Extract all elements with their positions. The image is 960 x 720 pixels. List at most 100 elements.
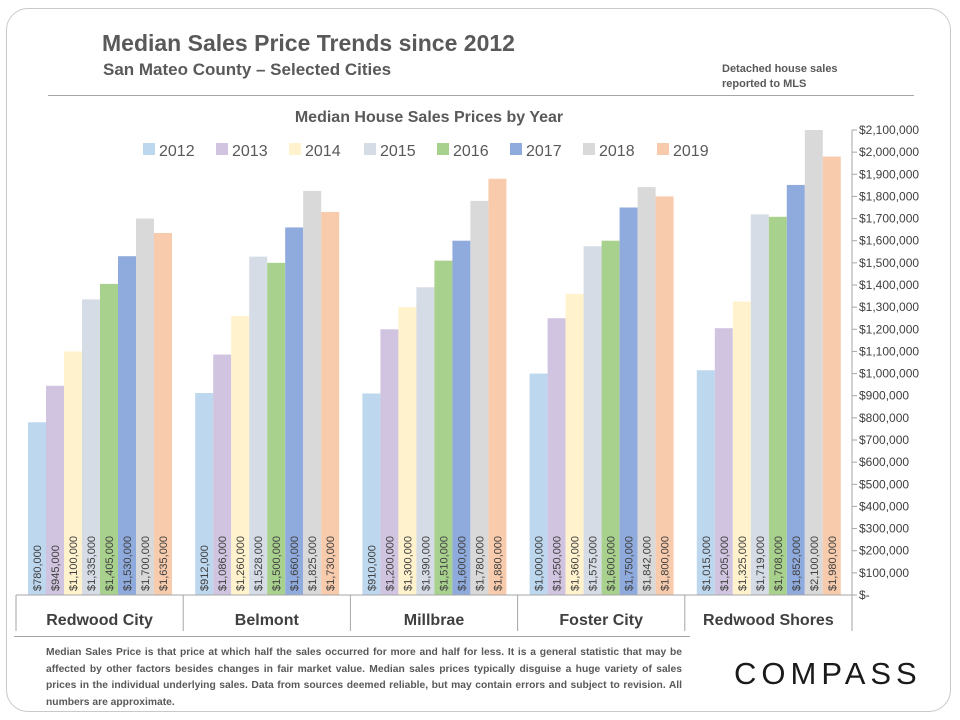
bar-belmont-2014 xyxy=(231,316,250,595)
x-category-label: Belmont xyxy=(235,612,300,629)
legend-swatch-2014 xyxy=(289,143,301,155)
data-label: $1,300,000 xyxy=(402,536,414,591)
footnote: Median Sales Price is that price at whic… xyxy=(46,647,682,708)
y-tick-label: $1,400,000 xyxy=(859,278,919,292)
data-label: $1,660,000 xyxy=(289,536,301,591)
y-tick-label: $1,900,000 xyxy=(859,167,919,181)
data-label: $1,980,000 xyxy=(827,536,839,591)
bar-belmont-2017 xyxy=(285,227,304,595)
legend-label-2014: 2014 xyxy=(305,143,341,160)
data-label: $1,880,000 xyxy=(492,536,504,591)
y-tick-label: $400,000 xyxy=(859,499,909,513)
data-label: $910,000 xyxy=(366,545,378,591)
legend-label-2018: 2018 xyxy=(599,143,635,160)
bar-redwood-city-2016 xyxy=(100,283,118,595)
legend-swatch-2015 xyxy=(364,143,376,155)
chart-title: Median House Sales Prices by Year xyxy=(295,109,563,126)
data-label: $1,575,000 xyxy=(588,536,600,591)
y-tick-label: $1,100,000 xyxy=(859,344,919,358)
data-label: $1,635,000 xyxy=(158,536,170,591)
data-label: $2,100,000 xyxy=(809,536,821,591)
data-label: $1,100,000 xyxy=(68,536,80,591)
source-note-line-2: reported to MLS xyxy=(722,78,807,90)
source-note: Detached house sales reported to MLS xyxy=(722,62,892,92)
bar-belmont-2019 xyxy=(321,211,340,595)
bar-redwood-city-2012 xyxy=(28,422,46,595)
bar-belmont-2013 xyxy=(213,354,232,595)
bar-millbrae-2017 xyxy=(452,240,471,595)
bar-belmont-2015 xyxy=(249,256,268,595)
legend-swatch-2013 xyxy=(216,143,228,155)
bar-millbrae-2015 xyxy=(416,287,435,595)
data-label: $1,500,000 xyxy=(271,536,283,591)
chart-bars: $780,000 $945,000 $1,100,000 $1,335,000 $1,4… xyxy=(28,130,841,596)
bar-foster-city-2014 xyxy=(565,293,584,595)
y-tick-label: $- xyxy=(859,588,870,602)
compass-logo: COMPASS xyxy=(734,656,922,691)
data-label: $1,825,000 xyxy=(307,536,319,591)
y-tick-label: $100,000 xyxy=(859,566,909,580)
y-tick-label: $1,700,000 xyxy=(859,212,919,226)
data-label: $1,205,000 xyxy=(719,536,731,591)
y-tick-label: $2,000,000 xyxy=(859,145,919,159)
bar-millbrae-2019 xyxy=(488,178,507,595)
data-label: $1,000,000 xyxy=(534,536,546,591)
bar-redwood-city-2013 xyxy=(46,385,64,595)
bar-belmont-2016 xyxy=(267,262,286,595)
y-tick-label: $2,100,000 xyxy=(859,123,919,137)
bar-redwood-shores-2019 xyxy=(822,156,841,596)
y-tick-label: $600,000 xyxy=(859,455,909,469)
bar-redwood-city-2019 xyxy=(154,232,172,595)
data-label: $1,086,000 xyxy=(217,536,229,591)
bar-foster-city-2015 xyxy=(583,246,602,595)
data-label: $1,780,000 xyxy=(474,536,486,591)
bar-redwood-city-2018 xyxy=(136,218,154,596)
bar-foster-city-2018 xyxy=(637,187,656,595)
data-label: $1,200,000 xyxy=(384,536,396,591)
y-tick-label: $1,200,000 xyxy=(859,322,919,336)
data-label: $1,750,000 xyxy=(624,536,636,591)
y-tick-label: $1,600,000 xyxy=(859,234,919,248)
legend-label-2013: 2013 xyxy=(232,143,268,160)
x-category-label: Millbrae xyxy=(404,612,465,629)
bar-redwood-city-2017 xyxy=(118,256,136,595)
y-tick-label: $900,000 xyxy=(859,389,909,403)
bar-foster-city-2012 xyxy=(529,373,548,595)
legend-swatch-2016 xyxy=(437,143,449,155)
bar-millbrae-2013 xyxy=(380,329,399,595)
data-label: $1,842,000 xyxy=(642,536,654,591)
y-tick-label: $500,000 xyxy=(859,477,909,491)
data-label: $1,325,000 xyxy=(737,536,749,591)
y-tick-label: $1,000,000 xyxy=(859,367,919,381)
data-label: $945,000 xyxy=(50,545,62,591)
bar-redwood-shores-2018 xyxy=(804,130,823,595)
bar-redwood-shores-2015 xyxy=(750,214,769,595)
bar-belmont-2018 xyxy=(303,190,322,595)
bar-millbrae-2014 xyxy=(398,307,417,595)
bar-millbrae-2012 xyxy=(362,393,381,595)
data-label: $912,000 xyxy=(199,545,211,591)
data-label: $1,260,000 xyxy=(235,536,247,591)
bar-millbrae-2016 xyxy=(434,260,453,595)
bar-foster-city-2017 xyxy=(619,207,638,595)
data-label: $1,335,000 xyxy=(86,536,98,591)
y-tick-label: $1,500,000 xyxy=(859,256,919,270)
y-tick-label: $800,000 xyxy=(859,411,909,425)
x-category-label: Redwood Shores xyxy=(703,612,834,629)
bar-belmont-2012 xyxy=(195,393,214,595)
footnote-divider xyxy=(14,636,690,637)
bar-redwood-shores-2014 xyxy=(732,301,751,595)
data-label: $1,600,000 xyxy=(606,536,618,591)
legend-label-2019: 2019 xyxy=(673,143,709,160)
bar-redwood-city-2015 xyxy=(82,299,100,595)
data-label: $1,600,000 xyxy=(456,536,468,591)
data-label: $1,510,000 xyxy=(438,536,450,591)
data-label: $1,360,000 xyxy=(570,536,582,591)
legend-label-2016: 2016 xyxy=(453,143,489,160)
bar-redwood-shores-2016 xyxy=(768,216,787,596)
data-label: $1,528,000 xyxy=(253,536,265,591)
data-label: $1,800,000 xyxy=(660,536,672,591)
header-divider xyxy=(48,95,914,96)
chart-legend: 2012 2013 2014 2015 2016 2017 2018 2019 xyxy=(143,143,709,160)
